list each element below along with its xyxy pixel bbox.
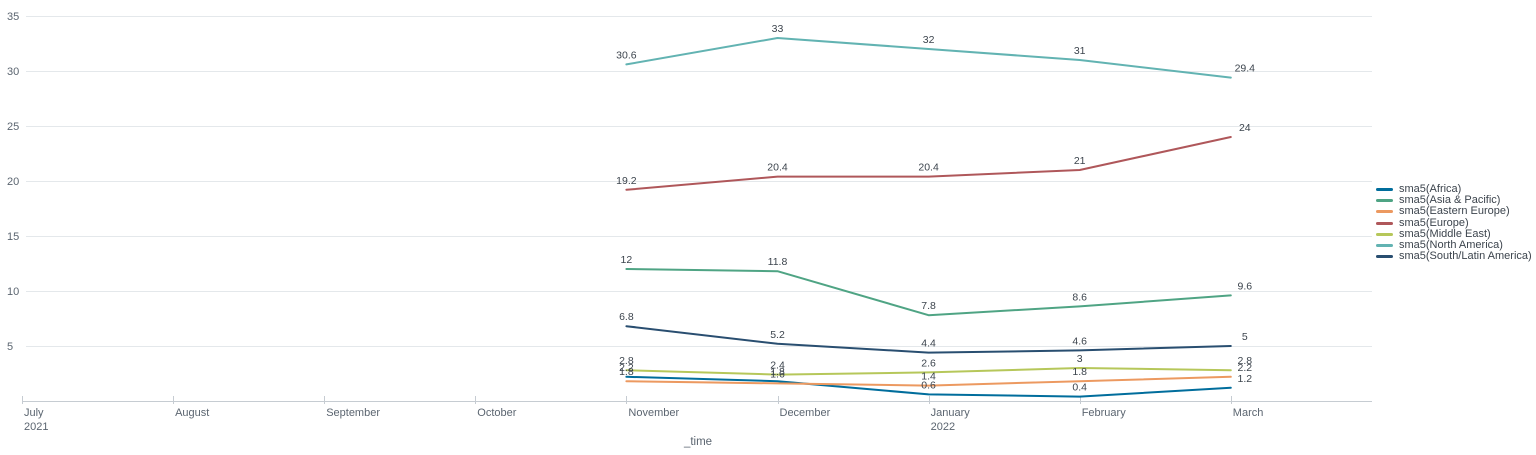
data-label: 5.2 <box>770 329 785 341</box>
y-axis-tick-label: 35 <box>7 11 19 23</box>
data-label: 11.8 <box>768 256 788 268</box>
data-label: 2.8 <box>619 355 634 367</box>
legend-label: sma5(Africa) <box>1399 183 1462 196</box>
data-label: 1.4 <box>921 371 936 383</box>
x-axis-tick-label-year: 2022 <box>931 421 955 433</box>
data-label: 21 <box>1074 155 1086 167</box>
legend-label: sma5(Middle East) <box>1399 227 1491 240</box>
data-label: 0.4 <box>1072 382 1087 394</box>
data-label: 4.4 <box>921 338 936 350</box>
y-axis-tick-label: 15 <box>7 231 19 243</box>
data-label: 32 <box>923 34 935 46</box>
series-line[interactable] <box>625 37 1232 79</box>
y-axis-tick-label: 5 <box>7 341 13 353</box>
data-label: 31 <box>1074 45 1086 57</box>
y-axis-tick-label: 30 <box>7 66 19 78</box>
data-label: 2.2 <box>619 362 634 374</box>
legend-item[interactable]: sma5(South/Latin America) <box>1376 251 1532 262</box>
legend-swatch <box>1376 221 1393 225</box>
data-label: 1.6 <box>770 368 785 380</box>
y-axis-tick-label: 25 <box>7 121 19 133</box>
legend: sma5(Africa) sma5(Asia & Pacific) sma5(Eas… <box>1376 184 1532 262</box>
legend-item[interactable]: sma5(Asia & Pacific) <box>1376 195 1532 206</box>
x-axis-tick-label: January <box>931 407 971 419</box>
x-axis-tick-label: August <box>175 407 209 419</box>
y-axis-tick-label: 10 <box>7 286 19 298</box>
data-label: 3 <box>1077 353 1083 365</box>
x-axis-tick-label: October <box>477 407 516 419</box>
legend-item[interactable]: sma5(Middle East) <box>1376 227 1532 240</box>
data-label: 2.2 <box>1237 362 1252 374</box>
series-line[interactable] <box>625 367 1232 376</box>
series-line[interactable] <box>625 375 1232 387</box>
legend-item[interactable]: sma5(Africa) <box>1376 184 1532 195</box>
legend-swatch <box>1376 255 1393 259</box>
data-label: 33 <box>772 23 784 35</box>
x-axis-tick-label: July <box>24 407 44 419</box>
legend-swatch <box>1376 232 1393 236</box>
x-axis-tick-label-year: 2021 <box>24 421 48 433</box>
data-label: 20.4 <box>767 162 788 174</box>
data-label: 2.8 <box>1237 355 1252 367</box>
legend-swatch <box>1376 188 1393 192</box>
series-line[interactable] <box>625 268 1232 317</box>
legend-label: sma5(South/Latin America) <box>1399 250 1532 263</box>
legend-swatch <box>1376 244 1393 248</box>
data-label: 2.4 <box>770 360 785 372</box>
x-axis-tick-label: November <box>628 407 679 419</box>
legend-label: sma5(Eastern Europe) <box>1399 205 1510 218</box>
data-label: 1.8 <box>619 366 634 378</box>
series-line[interactable] <box>625 375 1232 398</box>
data-label: 12 <box>621 254 633 266</box>
x-axis-tick-label: December <box>780 407 831 419</box>
data-label: 0.6 <box>921 379 936 391</box>
legend-item[interactable]: sma5(Eastern Europe) <box>1376 206 1532 217</box>
data-label: 24 <box>1239 122 1251 134</box>
x-axis-title: _time <box>683 436 712 448</box>
series-line[interactable] <box>625 325 1232 354</box>
data-label: 19.2 <box>616 175 637 187</box>
legend-swatch <box>1376 199 1393 203</box>
data-label: 7.8 <box>921 300 936 312</box>
x-axis-tick-label: March <box>1233 407 1264 419</box>
data-label: 2.6 <box>921 357 936 369</box>
data-label: 1.2 <box>1237 373 1252 385</box>
data-label: 30.6 <box>616 49 637 61</box>
x-axis-tick-label: February <box>1082 407 1127 419</box>
data-label: 1.8 <box>1072 366 1087 378</box>
x-axis-tick-label: September <box>326 407 380 419</box>
legend-label: sma5(Asia & Pacific) <box>1399 194 1501 207</box>
legend-label: sma5(Europe) <box>1399 216 1469 229</box>
data-label: 5 <box>1242 331 1248 343</box>
legend-item[interactable]: sma5(Europe) <box>1376 216 1532 229</box>
data-label: 6.8 <box>619 311 634 323</box>
legend-swatch <box>1376 210 1393 214</box>
legend-item[interactable]: sma5(North America) <box>1376 240 1532 251</box>
series-line[interactable] <box>625 136 1232 191</box>
data-label: 8.6 <box>1072 291 1087 303</box>
data-label: 4.6 <box>1072 335 1087 347</box>
y-axis-tick-label: 20 <box>7 176 19 188</box>
legend-label: sma5(North America) <box>1399 239 1503 252</box>
data-label: 20.4 <box>918 162 939 174</box>
data-label: 29.4 <box>1235 63 1256 75</box>
data-label: 1.8 <box>770 366 785 378</box>
data-label: 9.6 <box>1237 280 1252 292</box>
